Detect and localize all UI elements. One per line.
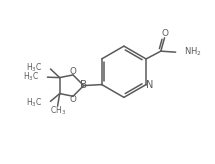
Text: B: B xyxy=(80,80,87,90)
Text: O: O xyxy=(162,29,169,38)
Text: O: O xyxy=(69,95,76,104)
Text: N: N xyxy=(146,80,154,90)
Text: H$_3$C: H$_3$C xyxy=(23,71,40,83)
Text: H$_3$C: H$_3$C xyxy=(26,96,43,109)
Text: NH$_2$: NH$_2$ xyxy=(184,46,202,58)
Text: CH$_3$: CH$_3$ xyxy=(49,104,66,117)
Text: O: O xyxy=(69,67,76,76)
Text: H$_3$C: H$_3$C xyxy=(26,62,43,74)
